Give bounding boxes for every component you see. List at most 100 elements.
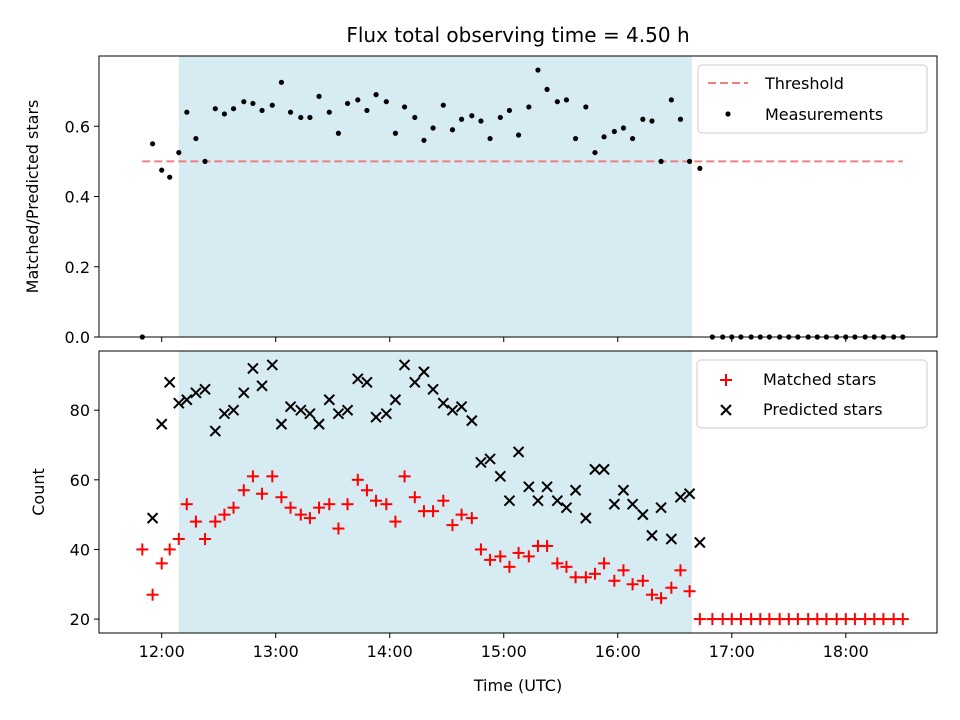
matched-star-point — [896, 613, 909, 626]
predicted-star-point — [580, 512, 592, 524]
predicted-star-point — [655, 501, 667, 514]
predicted-star-point — [418, 366, 430, 378]
measurement-point — [373, 92, 379, 98]
matched-star-point — [655, 592, 668, 605]
predicted-star-point — [380, 407, 393, 420]
legend-threshold-label: Threshold — [764, 74, 844, 93]
predicted-star-point — [332, 407, 345, 420]
matched-star-point — [455, 508, 468, 521]
predicted-star-point — [665, 533, 678, 545]
measurement-point — [355, 97, 361, 103]
top-legend: Threshold Measurements — [697, 64, 928, 134]
predicted-star-point — [218, 407, 231, 420]
bottom-y-tick-label: 60 — [70, 471, 90, 490]
matched-star-point — [370, 494, 383, 507]
predicted-star-point — [541, 481, 553, 493]
predicted-star-point — [409, 376, 421, 389]
measurement-point — [193, 135, 199, 142]
measurement-point — [316, 93, 322, 99]
predicted-star-point — [313, 418, 325, 430]
matched-star-point — [674, 564, 687, 577]
measurement-point — [592, 149, 598, 156]
predicted-star-point — [227, 404, 240, 416]
measurement-point — [563, 97, 570, 103]
legend-measurements-label: Measurements — [765, 105, 883, 124]
x-tick-label: 14:00 — [367, 642, 413, 661]
measurement-point — [686, 158, 693, 164]
matched-star-point — [341, 498, 354, 511]
measurement-point — [668, 97, 674, 103]
matched-star-point — [820, 613, 833, 626]
matched-star-point — [155, 557, 168, 570]
predicted-star-point — [598, 463, 610, 476]
matched-star-point — [218, 508, 231, 521]
measurement-point — [640, 116, 646, 122]
top-legend-box — [697, 64, 928, 134]
measurement-point — [269, 102, 275, 108]
measurement-point — [601, 134, 607, 140]
measurement-point — [469, 113, 475, 119]
matched-star-point — [848, 613, 861, 626]
predicted-star-point — [295, 404, 307, 416]
bottom-y-tick-label: 80 — [70, 401, 90, 420]
measurement-point — [221, 111, 228, 117]
matched-star-point — [636, 574, 649, 587]
matched-star-point — [408, 491, 421, 504]
matched-star-point — [146, 588, 159, 601]
matched-star-point — [199, 533, 212, 545]
matched-star-point — [256, 487, 269, 500]
x-tick-label: 13:00 — [253, 642, 299, 661]
predicted-star-point — [626, 498, 639, 510]
measurement-point — [167, 174, 173, 180]
matched-star-point — [180, 498, 193, 511]
measurement-point — [572, 135, 579, 142]
predicted-star-point — [437, 397, 450, 409]
measurement-point — [535, 67, 541, 73]
matched-star-point — [569, 571, 582, 584]
matched-star-point — [763, 613, 776, 626]
measurement-point — [449, 127, 456, 133]
bottom-x-axis: 12:00 13:00 14:00 15:00 16:00 17:00 18:00 — [139, 633, 869, 661]
measurement-point — [440, 102, 446, 108]
predicted-star-point — [352, 373, 364, 385]
x-tick-label: 15:00 — [481, 642, 527, 661]
measurement-point — [326, 109, 332, 115]
predicted-star-point — [569, 484, 582, 496]
predicted-star-point — [475, 456, 487, 469]
matched-star-point — [437, 494, 450, 507]
measurement-point — [515, 132, 522, 138]
predicted-star-point — [247, 362, 259, 375]
matched-star-point — [389, 515, 402, 528]
matched-star-point — [494, 550, 507, 563]
measurement-point — [697, 165, 703, 171]
measurement-point — [184, 109, 190, 115]
matched-star-point — [227, 501, 240, 514]
matched-star-point — [683, 585, 696, 598]
measurement-point — [307, 114, 313, 121]
predicted-star-point — [523, 481, 535, 493]
top-y-axis: 0.0 0.2 0.4 0.6 — [65, 117, 99, 347]
measurement-point — [364, 107, 370, 114]
bottom-y-axis-label: Count — [29, 468, 48, 516]
bottom-axes-frame — [98, 350, 938, 634]
matched-star-point — [246, 470, 259, 483]
matched-star-point — [560, 560, 573, 573]
matched-star-point — [734, 613, 747, 626]
legend-measurements-swatch — [725, 111, 731, 117]
matched-star-point — [380, 498, 393, 511]
predicted-star-point — [398, 359, 411, 371]
x-tick-label: 17:00 — [709, 642, 755, 661]
measurement-point — [430, 125, 436, 131]
bottom-y-tick-label: 20 — [70, 610, 90, 629]
measurement-point — [392, 130, 399, 136]
x-axis-label: Time (UTC) — [473, 676, 562, 695]
matched-star-point — [608, 574, 621, 587]
measurement-point — [250, 100, 256, 107]
measurement-point — [259, 107, 265, 114]
predicted-star-point — [512, 446, 525, 458]
predicted-star-point — [617, 484, 630, 496]
predicted-star-point — [284, 400, 297, 413]
legend-matched-swatch — [720, 374, 732, 386]
x-tick-label: 16:00 — [595, 642, 641, 661]
